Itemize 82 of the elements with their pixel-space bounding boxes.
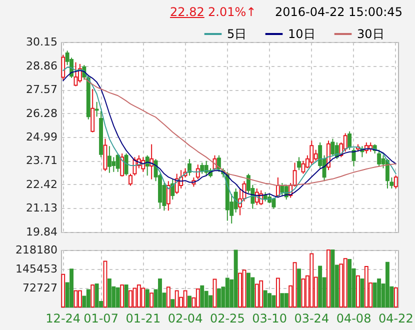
candlestick bbox=[107, 146, 112, 174]
x-tick-label: 12-24 bbox=[46, 312, 81, 326]
y-tick-label: 26.28 bbox=[26, 106, 58, 120]
bar bbox=[94, 284, 99, 308]
x-tick-label: 01-21 bbox=[126, 312, 161, 326]
x-tick-label: 03-10 bbox=[252, 312, 287, 326]
bar bbox=[200, 285, 204, 308]
legend-label: 10日 bbox=[288, 27, 316, 41]
candlestick bbox=[314, 149, 318, 162]
y-tick-label: 145453 bbox=[16, 262, 58, 276]
y-tick-label: 72727 bbox=[22, 282, 58, 294]
bar bbox=[158, 278, 162, 308]
bar bbox=[360, 278, 364, 308]
candlestick bbox=[204, 160, 208, 176]
bar bbox=[107, 278, 112, 308]
candlestick bbox=[330, 138, 335, 156]
candlestick bbox=[170, 178, 175, 200]
y-tick-label: 28.86 bbox=[26, 59, 58, 72]
y-tick-label: 22.42 bbox=[26, 178, 58, 191]
y-tick-label: 30.15 bbox=[26, 36, 58, 48]
y-tick-label: 23.71 bbox=[26, 154, 58, 168]
bar bbox=[208, 295, 213, 308]
bar bbox=[250, 277, 255, 308]
candlestick bbox=[385, 158, 390, 190]
bar bbox=[225, 278, 230, 308]
bar bbox=[330, 250, 335, 308]
y-tick-label: 218180 bbox=[16, 244, 58, 256]
candlestick bbox=[310, 140, 314, 166]
candlestick bbox=[196, 164, 200, 180]
bar bbox=[318, 266, 322, 308]
bar bbox=[377, 278, 382, 308]
candlestick bbox=[343, 132, 348, 152]
bar bbox=[297, 268, 301, 308]
candlestick bbox=[90, 88, 95, 133]
x-tick-label: 04-08 bbox=[336, 312, 372, 326]
candlestick bbox=[348, 130, 352, 150]
bar bbox=[234, 250, 238, 308]
x-tick-label: 02-04 bbox=[168, 312, 203, 326]
bar bbox=[70, 268, 74, 308]
y-tick-label: 19.84 bbox=[26, 226, 58, 238]
candlestick bbox=[234, 188, 238, 213]
candlestick bbox=[94, 101, 99, 118]
y-tick-label: 24.99 bbox=[26, 130, 58, 144]
candlestick bbox=[124, 152, 128, 176]
bar bbox=[263, 290, 268, 308]
bar bbox=[372, 282, 377, 308]
bar bbox=[145, 289, 150, 308]
candlestick bbox=[116, 152, 120, 172]
text: 2016-04-22 15:00:45 bbox=[275, 5, 402, 19]
bar bbox=[216, 288, 221, 308]
y-tick-label: 27.57 bbox=[26, 83, 58, 96]
bar bbox=[280, 293, 284, 308]
candlestick bbox=[297, 156, 301, 171]
bar bbox=[188, 296, 192, 308]
bar bbox=[385, 262, 390, 308]
bar bbox=[124, 284, 128, 308]
bar bbox=[246, 272, 250, 308]
text: 22.82 bbox=[170, 5, 204, 19]
y-tick-label: 21.13 bbox=[26, 202, 58, 215]
bar bbox=[348, 258, 352, 308]
candlestick bbox=[74, 62, 78, 87]
text: 2.01%↑ bbox=[208, 5, 256, 19]
candlestick bbox=[377, 149, 382, 167]
candlestick bbox=[301, 160, 306, 174]
legend-label: 30日 bbox=[357, 27, 384, 41]
candlestick bbox=[326, 140, 330, 171]
x-tick-label: 01-07 bbox=[84, 312, 118, 326]
bar bbox=[268, 293, 272, 308]
legend-label: 5日 bbox=[227, 27, 247, 41]
candlestick bbox=[112, 156, 116, 172]
bar bbox=[86, 289, 90, 308]
bar bbox=[284, 293, 288, 308]
x-tick-label: 03-24 bbox=[294, 312, 330, 326]
candlestick bbox=[103, 138, 108, 172]
bar bbox=[170, 299, 175, 308]
candlestick bbox=[120, 152, 124, 178]
candlestick bbox=[263, 192, 268, 202]
x-tick-label: 02-25 bbox=[210, 312, 245, 326]
x-tick-label: 04-22 bbox=[378, 312, 414, 326]
bar bbox=[116, 287, 120, 308]
candlestick bbox=[166, 180, 170, 212]
candlestick bbox=[200, 162, 204, 174]
